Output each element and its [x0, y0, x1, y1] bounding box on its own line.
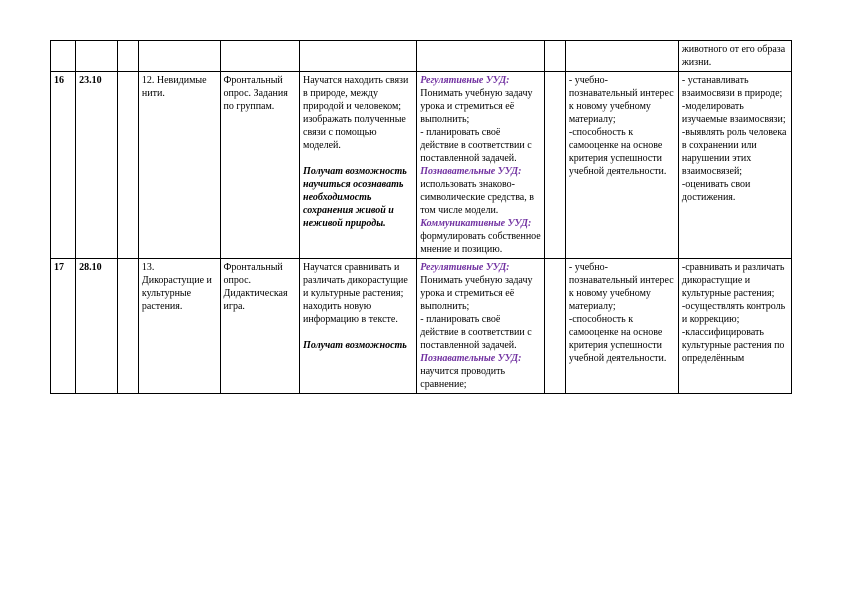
cell [117, 41, 138, 72]
cell [565, 41, 678, 72]
cell [544, 259, 565, 394]
plain-text: Научатся находить связи в природе, между… [303, 75, 408, 151]
uud-heading: Познавательные УУД: [420, 166, 521, 177]
outcome-cell: -сравнивать и различать дикорастущие и к… [678, 259, 791, 394]
method-cell: Фронтальный опрос. Дидактическая игра. [220, 259, 300, 394]
uud-heading: Регулятивные УУД: [420, 75, 509, 86]
uud-text: использовать знаково-символические средс… [420, 179, 534, 216]
cell [117, 259, 138, 394]
uud-cell: Регулятивные УУД: Понимать учебную задач… [417, 259, 545, 394]
personal-cell: - учебно-познавательный интерес к новому… [565, 259, 678, 394]
cell: животного от его образа жизни. [678, 41, 791, 72]
personal-cell: - учебно-познавательный интерес к новому… [565, 72, 678, 259]
row-number: 17 [51, 259, 76, 394]
cell [220, 41, 300, 72]
cell [544, 72, 565, 259]
cell [417, 41, 545, 72]
cell [138, 41, 220, 72]
date-cell: 23.10 [76, 72, 118, 259]
italic-text: Получат возможность научиться осознавать… [303, 166, 407, 229]
learning-cell: Научатся находить связи в природе, между… [300, 72, 417, 259]
plain-text: Научатся сравнивать и различать дикораст… [303, 262, 408, 325]
cell [76, 41, 118, 72]
uud-text: научится проводить сравнение; [420, 366, 505, 390]
outcome-cell: - устанавливать взаимосвязи в природе;-м… [678, 72, 791, 259]
uud-heading: Регулятивные УУД: [420, 262, 509, 273]
date-cell: 28.10 [76, 259, 118, 394]
cell [300, 41, 417, 72]
method-cell: Фронтальный опрос. Задания по группам. [220, 72, 300, 259]
cell [544, 41, 565, 72]
cell [117, 72, 138, 259]
learning-cell: Научатся сравнивать и различать дикораст… [300, 259, 417, 394]
document-page: животного от его образа жизни. 16 23.10 … [0, 0, 842, 394]
table-row: 17 28.10 13. Дикорастущие и культурные р… [51, 259, 792, 394]
italic-text: Получат возможность [303, 340, 407, 351]
uud-cell: Регулятивные УУД: Понимать учебную задач… [417, 72, 545, 259]
cell [51, 41, 76, 72]
uud-text: Понимать учебную задачу урока и стремить… [420, 275, 532, 351]
uud-heading: Коммуникативные УУД: [420, 218, 531, 229]
table-row: животного от его образа жизни. [51, 41, 792, 72]
topic-cell: 12. Невидимые нити. [138, 72, 220, 259]
uud-text: формулировать собственное мнение и позиц… [420, 231, 540, 255]
topic-cell: 13. Дикорастущие и культурные растения. [138, 259, 220, 394]
curriculum-table: животного от его образа жизни. 16 23.10 … [50, 40, 792, 394]
table-row: 16 23.10 12. Невидимые нити. Фронтальный… [51, 72, 792, 259]
uud-text: Понимать учебную задачу урока и стремить… [420, 88, 532, 164]
row-number: 16 [51, 72, 76, 259]
uud-heading: Познавательные УУД: [420, 353, 521, 364]
